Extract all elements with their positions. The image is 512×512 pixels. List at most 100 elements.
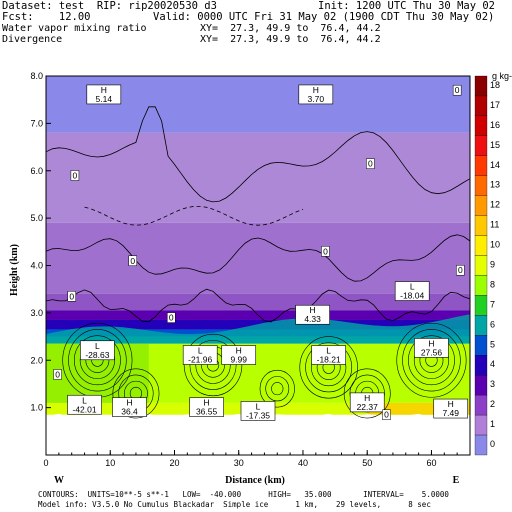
- contour-layer: [45, 288, 471, 323]
- zero-label-9: 0: [384, 410, 389, 420]
- band-0: [46, 76, 470, 133]
- colorbar-label-8: 8: [490, 279, 495, 289]
- field1-label: Water vapor mixing ratio: [2, 23, 147, 34]
- zero-label-4: 0: [130, 256, 135, 266]
- hl-box-5: [182, 345, 218, 365]
- hl-box-14: [433, 398, 469, 419]
- contour-cell-2-4: [305, 342, 353, 393]
- colorbar-label-6: 6: [490, 319, 495, 329]
- colorbar-label-9: 9: [490, 260, 495, 270]
- hl-type-11: H: [204, 398, 210, 408]
- surface-moist-right: [367, 402, 470, 415]
- field2-xy: XY= 27.3, 49.9 to 76.4, 44.2: [200, 34, 381, 45]
- zero-label-2: 0: [73, 170, 78, 180]
- hl-type-9: L: [82, 395, 87, 405]
- colorbar-label-1: 1: [490, 419, 495, 429]
- contour-cell-6-2: [265, 376, 290, 402]
- contour-upper: [45, 106, 471, 203]
- colorbar-label-3: 3: [490, 379, 495, 389]
- colorbar-label-18: 18: [490, 80, 500, 90]
- hl-box-4: [80, 340, 115, 361]
- contour-mid: [45, 234, 471, 282]
- colorbar-swatch-13: [474, 175, 488, 196]
- colorbar-swatch-4: [474, 355, 488, 376]
- contour-cell-6-1: [271, 382, 284, 396]
- contour-cell-4-4: [112, 368, 160, 419]
- contour-cell-1-5: [183, 333, 243, 397]
- hl-value-4: -28.63: [85, 350, 109, 360]
- colorbar-label-13: 13: [490, 180, 500, 190]
- x-tick-label-5: 50: [362, 458, 372, 468]
- colorbar-swatch-17: [474, 95, 488, 117]
- hl-type-0: H: [101, 85, 107, 95]
- hl-box-6: [221, 345, 257, 365]
- hl-value-2: -18.04: [400, 291, 424, 301]
- field1-xy: XY= 27.3, 49.9 to 76.4, 44.2: [200, 23, 381, 34]
- y-tick-label-0: 1.0: [30, 403, 43, 413]
- zero-box-0: [452, 84, 462, 96]
- colorbar-swatch-14: [474, 155, 488, 176]
- hl-value-13: 22.37: [357, 402, 379, 412]
- zero-label-8: 0: [55, 369, 60, 379]
- field2-label: Divergence: [2, 34, 63, 45]
- zero-box-2: [70, 170, 80, 181]
- x-axis-label: Distance (km): [225, 475, 285, 486]
- colorbar-swatch-15: [474, 135, 488, 156]
- contour-cell-0-5: [68, 329, 127, 392]
- hl-value-7: -18.21: [317, 355, 341, 365]
- colorbar-label-4: 4: [490, 359, 495, 369]
- y-axis: 1.0 2.0 3.0 4.0 5.0 6.0 7.0 8.0: [30, 71, 51, 413]
- colorbar-label-5: 5: [490, 339, 495, 349]
- hl-type-1: H: [313, 85, 319, 95]
- hl-type-5: L: [198, 346, 203, 356]
- colorbar-swatch-12: [474, 195, 488, 216]
- hl-box-11: [189, 397, 224, 417]
- y-tick-label-7: 8.0: [30, 71, 43, 81]
- colorbar-swatch-5: [474, 335, 488, 356]
- dataset-label: Dataset: test RIP: rip20020530 d3: [2, 0, 217, 12]
- contour-cell-6-3: [259, 369, 295, 408]
- hl-type-12: L: [256, 401, 261, 411]
- x-axis: 0 10 20 30 40 50 60: [43, 450, 471, 468]
- hl-box-2: [394, 281, 430, 301]
- colorbar-swatch-7: [474, 295, 488, 316]
- x-tick-label-6: 60: [426, 458, 436, 468]
- hl-box-8: [414, 338, 449, 358]
- hl-type-7: L: [326, 346, 331, 356]
- hl-type-3: H: [310, 305, 316, 315]
- colorbar-swatch-1: [474, 414, 488, 436]
- zero-box-1: [366, 158, 375, 169]
- colorbar-label-16: 16: [490, 120, 500, 130]
- zero-label-3: 0: [323, 246, 328, 256]
- colorbar-label-11: 11: [490, 220, 499, 230]
- y-tick-label-4: 5.0: [30, 213, 43, 223]
- contour-cell-0-4: [73, 335, 121, 386]
- colorbar-swatch-11: [474, 215, 488, 236]
- y-tick-label-6: 7.0: [30, 118, 43, 128]
- x-tick-label-2: 20: [169, 458, 179, 468]
- hl-type-6: H: [236, 346, 242, 356]
- colorbar-label-2: 2: [490, 399, 495, 409]
- moist-layer-top: [46, 314, 470, 344]
- zero-label-6: 0: [69, 291, 74, 301]
- hl-box-0: [86, 84, 122, 105]
- divergence-contours: [45, 106, 471, 419]
- hl-value-10: 36.4: [121, 407, 138, 417]
- hl-box-7: [311, 345, 346, 365]
- x-tick-label-3: 30: [234, 458, 244, 468]
- zero-label-1: 0: [368, 159, 373, 169]
- zero-box-6: [67, 291, 76, 302]
- hl-box-9: [67, 394, 102, 415]
- colorbar-swatch-8: [474, 275, 488, 296]
- y-tick-label-1: 2.0: [30, 355, 43, 365]
- hl-value-11: 36.55: [196, 407, 218, 417]
- hl-box-3: [295, 304, 330, 325]
- hl-value-8: 27.56: [421, 347, 443, 357]
- zero-box-9: [382, 409, 391, 420]
- hl-type-2: L: [410, 282, 415, 292]
- contour-cell-3-4: [408, 335, 455, 386]
- zero-box-5: [456, 264, 465, 276]
- hl-value-0: 5.14: [96, 94, 113, 104]
